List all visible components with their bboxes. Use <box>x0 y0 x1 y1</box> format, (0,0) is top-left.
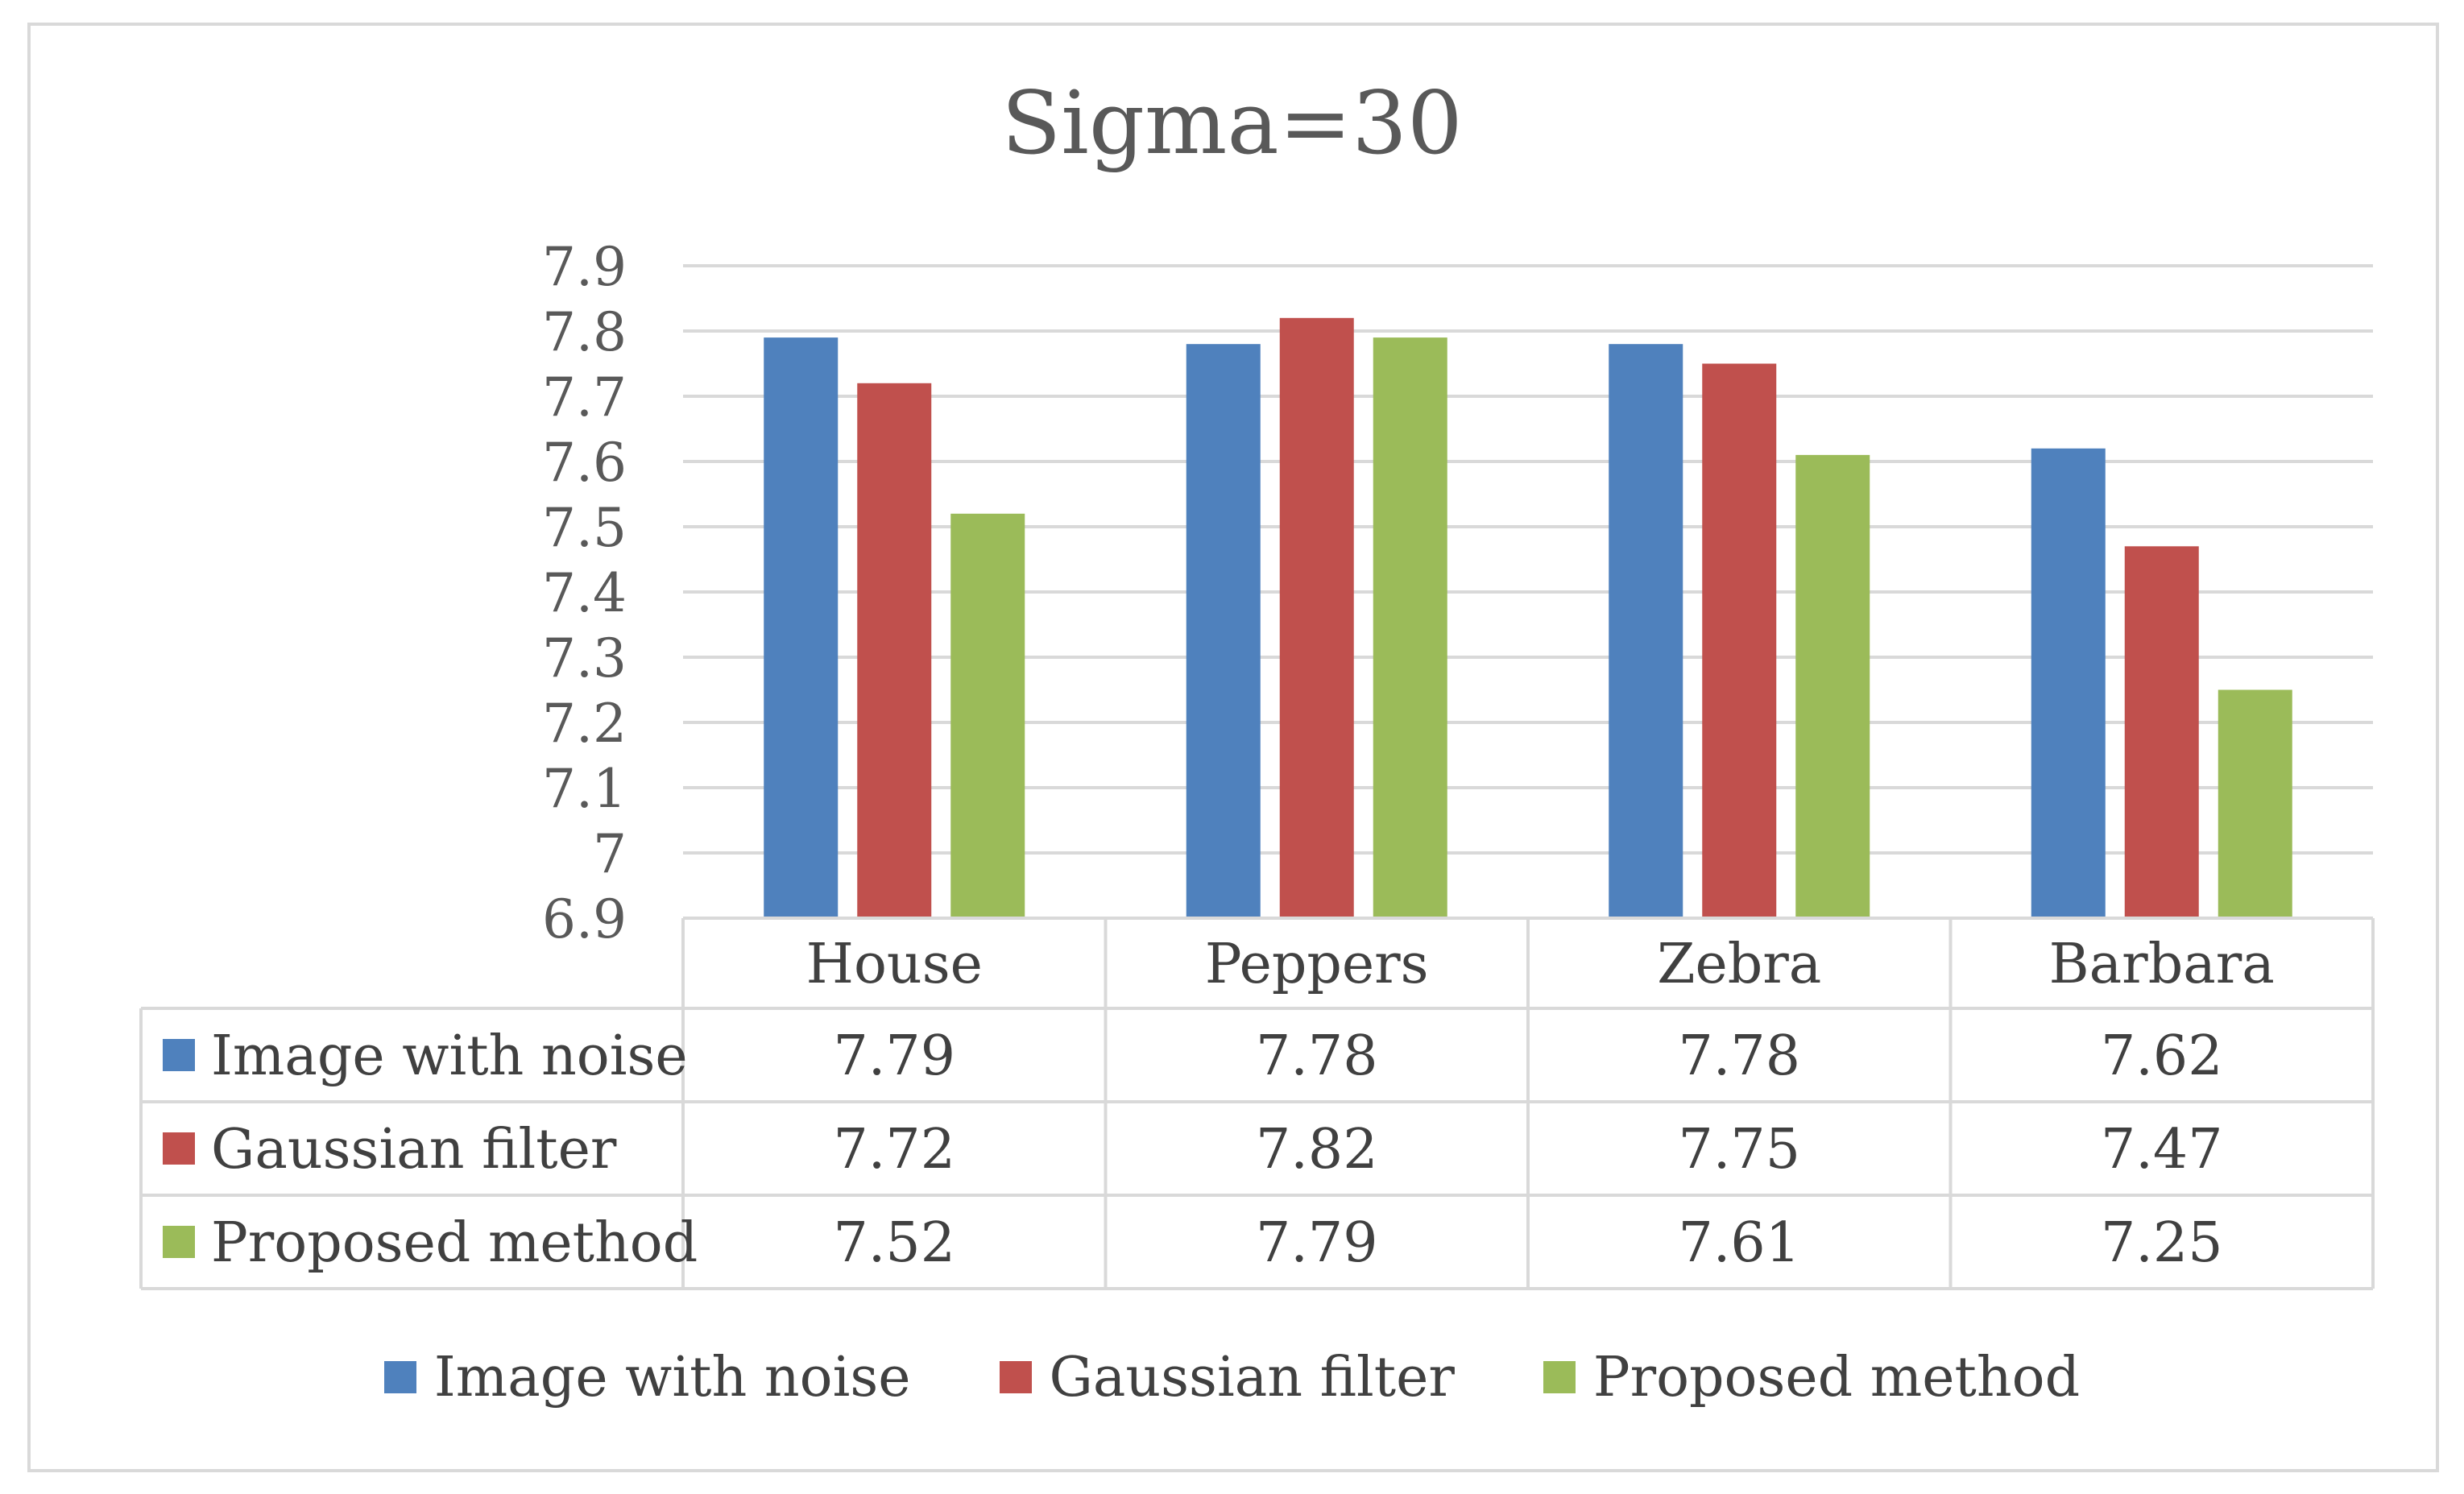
table-value: 7.78 <box>1256 1024 1377 1088</box>
table-value: 7.61 <box>1679 1211 1800 1275</box>
bar <box>1702 363 1777 918</box>
table-value: 7.52 <box>834 1211 955 1275</box>
y-tick-label: 7.9 <box>542 236 627 298</box>
legend: Image with noise Gaussian filter Proposed … <box>0 1341 2464 1413</box>
legend-entry: Proposed method <box>1543 1346 2080 1409</box>
bars <box>764 317 2292 919</box>
table-value: 7.25 <box>2101 1211 2222 1275</box>
data-table: House Peppers Zebra Barbara Image with noise… <box>139 917 2375 1290</box>
bar <box>2124 546 2199 918</box>
table-value: 7.72 <box>834 1118 955 1182</box>
y-tick-label: 6.9 <box>542 888 627 950</box>
bar <box>950 513 1025 918</box>
table-value: 7.62 <box>2101 1024 2222 1088</box>
table-value: 7.75 <box>1679 1118 1800 1182</box>
legend-swatch <box>999 1361 1032 1393</box>
legend-entry: Gaussian filter <box>999 1345 1455 1409</box>
category-label: House <box>806 933 983 996</box>
bar <box>1279 317 1354 918</box>
category-label: Barbara <box>2049 933 2275 996</box>
y-tick-label: 7.1 <box>542 758 627 820</box>
category-label: Peppers <box>1205 933 1429 996</box>
table-value: 7.79 <box>834 1024 955 1088</box>
bar <box>2031 448 2106 918</box>
y-tick-label: 7.2 <box>542 693 627 755</box>
legend-label: Image with noise <box>433 1345 911 1409</box>
y-tick-label: 7.5 <box>542 497 627 559</box>
legend-key-swatch <box>163 1226 195 1258</box>
category-label: Zebra <box>1657 933 1821 996</box>
y-axis-tick-labels: 6.977.17.27.37.47.57.67.77.87.9 <box>542 236 627 950</box>
y-tick-label: 7.7 <box>542 366 627 428</box>
chart-title: Sigma=30 <box>1001 73 1463 174</box>
series-row-label: Gaussian filter <box>211 1118 617 1182</box>
series-row-label: Proposed method <box>211 1211 698 1275</box>
bar <box>2218 689 2292 918</box>
y-tick-label: 7.6 <box>542 432 627 494</box>
gridlines <box>683 264 2373 855</box>
legend-label: Gaussian filter <box>1049 1345 1455 1409</box>
bar <box>1609 344 1683 918</box>
bar <box>1186 344 1261 918</box>
legend-key-swatch <box>163 1039 195 1071</box>
y-tick-label: 7.3 <box>542 627 627 689</box>
bar <box>1795 454 1870 918</box>
legend-key-swatch <box>163 1132 195 1165</box>
bar <box>764 337 839 919</box>
table-value: 7.78 <box>1679 1024 1800 1088</box>
bar <box>857 383 932 918</box>
bar <box>1373 337 1447 919</box>
y-tick-label: 7.8 <box>542 301 627 363</box>
table-value: 7.82 <box>1256 1118 1377 1182</box>
y-tick-label: 7 <box>593 823 627 885</box>
legend-entry: Image with noise <box>383 1345 911 1409</box>
series-row-label: Image with noise <box>211 1024 688 1088</box>
y-tick-label: 7.4 <box>542 562 627 624</box>
legend-swatch <box>383 1361 416 1393</box>
legend-swatch <box>1543 1361 1576 1393</box>
legend-label: Proposed method <box>1592 1345 2081 1409</box>
table-value: 7.47 <box>2101 1118 2222 1182</box>
table-value: 7.79 <box>1256 1211 1377 1275</box>
